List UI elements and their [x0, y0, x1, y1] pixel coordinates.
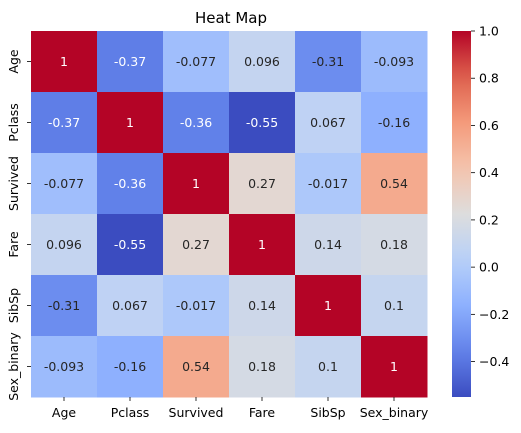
heatmap-cell [31, 336, 98, 398]
x-tick-label: Pclass [111, 405, 150, 420]
heatmap-cell [295, 31, 362, 93]
y-tick-label: Pclass [6, 103, 21, 142]
heatmap-cell [229, 275, 296, 337]
cell-label: 0.14 [248, 298, 276, 313]
cell-label: 1 [390, 359, 398, 374]
heatmap-cell [295, 214, 362, 276]
heatmap-cell [31, 153, 98, 215]
y-tick-label: Age [6, 49, 21, 73]
colorbar: −0.4 −0.2 0.0 0.2 0.4 0.6 0.8 1.0 [452, 24, 509, 397]
cell-label: -0.077 [44, 176, 84, 191]
cell-label: -0.017 [176, 298, 216, 313]
heatmap-cell [361, 92, 428, 154]
x-tick-label: SibSp [310, 405, 345, 420]
heatmap-cell [163, 275, 230, 337]
heatmap-cell [97, 214, 164, 276]
cell-label: 0.27 [248, 176, 276, 191]
heatmap-cell [163, 92, 230, 154]
cell-label: 0.1 [384, 298, 404, 313]
heatmap-cell [295, 336, 362, 398]
heatmap-cell [361, 153, 428, 215]
y-tick-label: SibSp [6, 288, 21, 323]
cell-label: 1 [60, 54, 68, 69]
cell-label: 0.18 [380, 237, 408, 252]
colorbar-tick-label: 0.0 [479, 260, 499, 275]
cell-label: -0.16 [378, 115, 410, 130]
cell-label: 0.14 [314, 237, 342, 252]
colorbar-tick-label: 0.4 [479, 165, 499, 180]
heatmap-cell [97, 92, 164, 154]
cell-label: 0.1 [318, 359, 338, 374]
cell-label: -0.55 [246, 115, 278, 130]
heatmap-cell [31, 275, 98, 337]
heatmap-cell [229, 214, 296, 276]
cell-label: -0.36 [114, 176, 146, 191]
heatmap-cell [229, 153, 296, 215]
cell-label: -0.31 [48, 298, 80, 313]
cell-label: 1 [324, 298, 332, 313]
heatmap-cell [31, 92, 98, 154]
cell-label: -0.017 [308, 176, 348, 191]
heatmap-cell [97, 275, 164, 337]
colorbar-tick-label: −0.2 [479, 307, 509, 322]
chart-title: Heat Map [195, 9, 267, 27]
heatmap-cell [295, 92, 362, 154]
cell-label: -0.55 [114, 237, 146, 252]
x-tick-label: Fare [249, 405, 276, 420]
cell-label: 0.067 [112, 298, 148, 313]
cell-label: -0.37 [48, 115, 80, 130]
colorbar-tick-label: 0.6 [479, 118, 499, 133]
colorbar-tick-label: 0.8 [479, 71, 499, 86]
cell-label: -0.093 [44, 359, 84, 374]
cell-label: 0.54 [182, 359, 210, 374]
heatmap-cell [361, 275, 428, 337]
cell-label: 0.27 [182, 237, 210, 252]
cell-label: -0.31 [312, 54, 344, 69]
heatmap-cell [97, 336, 164, 398]
heatmap-cell [163, 214, 230, 276]
cell-label: -0.077 [176, 54, 216, 69]
heatmap-cell [31, 31, 98, 93]
colorbar-tick-label: 1.0 [479, 24, 499, 39]
y-tick-label: Sex_binary [6, 332, 21, 401]
heatmap-cell [295, 275, 362, 337]
heatmap-cell [361, 214, 428, 276]
heatmap-cell [295, 153, 362, 215]
cell-label: 0.096 [46, 237, 82, 252]
x-tick-label: Sex_binary [360, 405, 429, 420]
y-tick-label: Survived [6, 156, 21, 211]
cell-label: 1 [258, 237, 266, 252]
cell-label: 1 [192, 176, 200, 191]
heatmap-cell [361, 31, 428, 93]
cell-label: -0.16 [114, 359, 146, 374]
cell-label: -0.36 [180, 115, 212, 130]
heatmap-cell [229, 31, 296, 93]
heatmap-cell [229, 92, 296, 154]
x-tick-label: Survived [169, 405, 224, 420]
cell-label: 1 [126, 115, 134, 130]
heatmap-cell [31, 214, 98, 276]
colorbar-tick-label: 0.2 [479, 212, 499, 227]
cell-label: 0.54 [380, 176, 408, 191]
cell-label: -0.37 [114, 54, 146, 69]
cell-label: 0.067 [310, 115, 346, 130]
cell-label: 0.18 [248, 359, 276, 374]
colorbar-gradient [452, 31, 471, 397]
cell-label: -0.093 [374, 54, 414, 69]
heatmap-cell [361, 336, 428, 398]
heatmap-cells: 1 -0.37 -0.077 0.096 -0.31 -0.093 -0.37 1 -0.36 -… [31, 31, 428, 398]
heatmap-cell [97, 31, 164, 93]
heatmap-cell [163, 153, 230, 215]
cell-label: 0.096 [244, 54, 280, 69]
y-axis: Age Pclass Survived Fare SibSp Sex_binary [6, 49, 31, 401]
colorbar-tick-label: −0.4 [479, 354, 509, 369]
heatmap-cell [163, 31, 230, 93]
heatmap-cell [163, 336, 230, 398]
x-tick-label: Age [52, 405, 76, 420]
x-axis: Age Pclass Survived Fare SibSp Sex_binary [52, 397, 429, 420]
heatmap-cell [229, 336, 296, 398]
y-tick-label: Fare [6, 231, 21, 258]
heatmap-cell [97, 153, 164, 215]
